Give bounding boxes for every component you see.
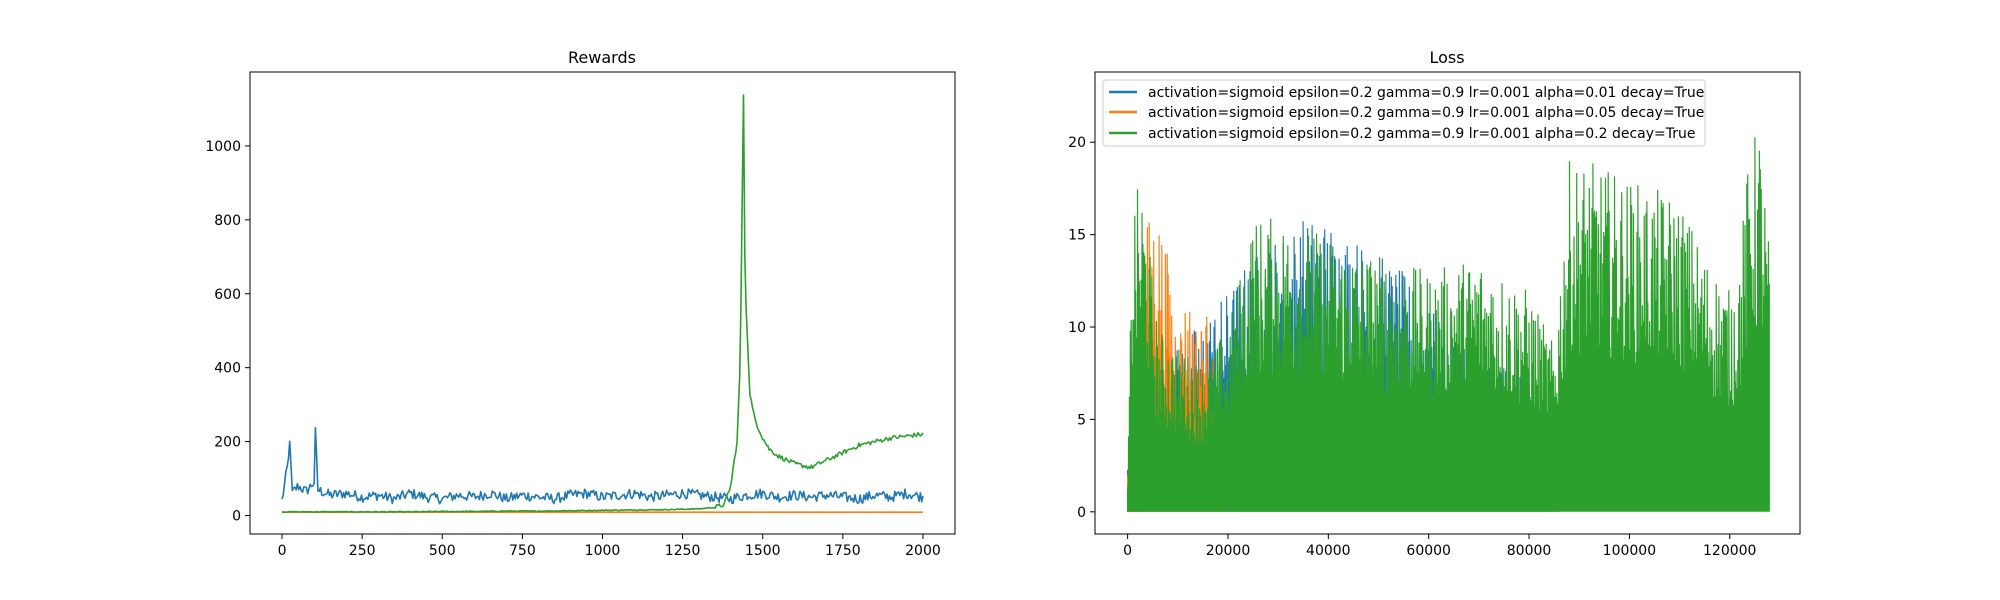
y-tick-label: 10 [1068, 320, 1086, 336]
loss-legend: activation=sigmoid epsilon=0.2 gamma=0.9… [1102, 79, 1706, 147]
x-tick-label: 40000 [1306, 543, 1351, 559]
rewards-title: Rewards [568, 48, 636, 67]
x-tick-label: 80000 [1507, 543, 1552, 559]
x-tick-label: 0 [278, 543, 287, 559]
rewards-series-blue [281, 426, 924, 505]
y-tick-label: 800 [214, 213, 241, 229]
x-tick-label: 100000 [1603, 543, 1656, 559]
x-tick-label: 1750 [825, 543, 861, 559]
x-tick-label: 0 [1123, 543, 1132, 559]
x-tick-label: 1500 [745, 543, 781, 559]
rewards-axes-frame [249, 71, 956, 535]
rewards-y-axis: 0 200 400 600 800 1000 [205, 139, 250, 525]
y-tick-label: 15 [1068, 228, 1086, 244]
y-tick-label: 400 [214, 361, 241, 377]
rewards-chart: Rewards 0 250 500 750 1000 1250 1500 1750 2000 0… [205, 48, 956, 559]
y-tick-label: 1000 [205, 139, 241, 155]
x-tick-label: 120000 [1703, 543, 1756, 559]
rewards-series-green [281, 94, 924, 514]
loss-chart: Loss 0 20000 40000 60000 80000 100000 120000 0… [1068, 48, 1801, 559]
loss-series-green [1126, 137, 1770, 512]
rewards-plot-area [281, 94, 924, 514]
y-tick-label: 20 [1068, 135, 1086, 151]
loss-y-axis: 0 5 10 15 20 [1068, 135, 1095, 521]
loss-title: Loss [1429, 48, 1464, 67]
loss-x-axis: 0 20000 40000 60000 80000 100000 120000 [1123, 534, 1756, 559]
x-tick-label: 2000 [905, 543, 941, 559]
rewards-x-axis: 0 250 500 750 1000 1250 1500 1750 2000 [278, 534, 941, 559]
loss-axes-frame [1094, 71, 1801, 535]
loss-plot-area [1126, 137, 1770, 512]
x-tick-label: 60000 [1406, 543, 1451, 559]
y-tick-label: 600 [214, 287, 241, 303]
x-tick-label: 750 [509, 543, 536, 559]
legend-entry-alpha-0.2: activation=sigmoid epsilon=0.2 gamma=0.9… [1148, 126, 1695, 142]
y-tick-label: 0 [232, 509, 241, 525]
x-tick-label: 1250 [665, 543, 701, 559]
legend-box [1102, 79, 1706, 147]
legend-entry-alpha-0.01: activation=sigmoid epsilon=0.2 gamma=0.9… [1148, 85, 1704, 101]
x-tick-label: 1000 [585, 543, 621, 559]
legend-entry-alpha-0.05: activation=sigmoid epsilon=0.2 gamma=0.9… [1148, 105, 1704, 121]
x-tick-label: 500 [429, 543, 456, 559]
y-tick-label: 0 [1077, 505, 1086, 521]
y-tick-label: 200 [214, 435, 241, 451]
x-tick-label: 20000 [1206, 543, 1251, 559]
x-tick-label: 250 [349, 543, 376, 559]
y-tick-label: 5 [1077, 412, 1086, 428]
